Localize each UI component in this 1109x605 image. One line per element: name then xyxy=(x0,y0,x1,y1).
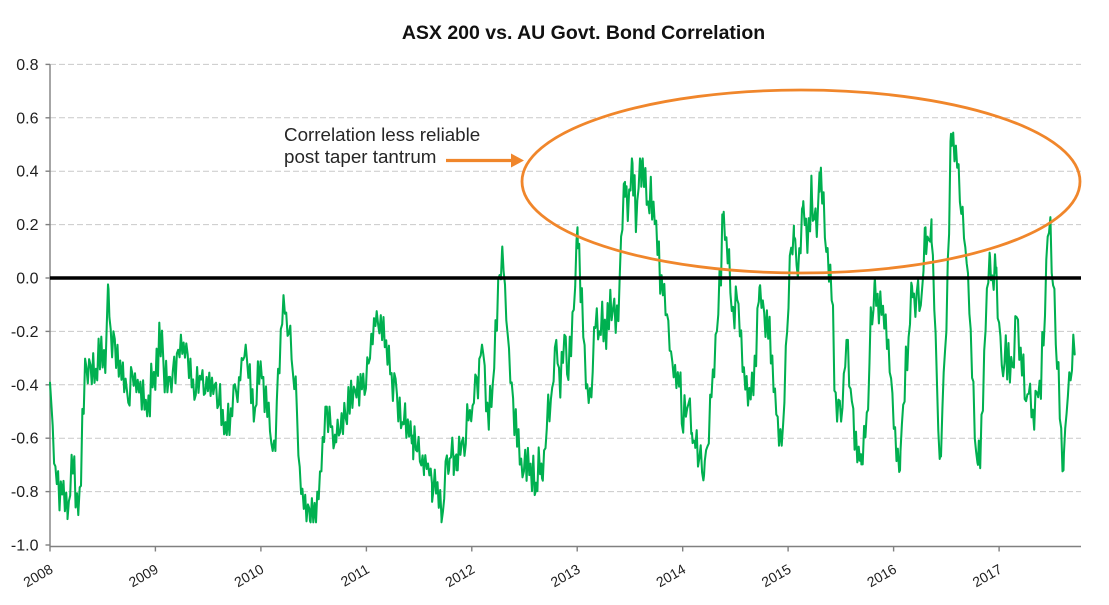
svg-text:-1.0: -1.0 xyxy=(11,538,39,555)
svg-text:ASX 200 vs. AU Govt. Bond Corr: ASX 200 vs. AU Govt. Bond Correlation xyxy=(402,22,765,44)
svg-text:post taper tantrum: post taper tantrum xyxy=(284,146,436,167)
svg-text:-0.6: -0.6 xyxy=(11,431,39,448)
svg-text:0.0: 0.0 xyxy=(16,271,38,288)
svg-text:-0.4: -0.4 xyxy=(11,377,39,394)
svg-text:-0.8: -0.8 xyxy=(11,484,39,501)
svg-text:0.8: 0.8 xyxy=(16,57,38,74)
svg-text:Correlation less reliable: Correlation less reliable xyxy=(284,124,480,145)
svg-text:0.6: 0.6 xyxy=(16,110,38,127)
svg-text:-0.2: -0.2 xyxy=(11,324,39,341)
svg-text:0.4: 0.4 xyxy=(16,164,38,181)
svg-text:0.2: 0.2 xyxy=(16,217,38,234)
